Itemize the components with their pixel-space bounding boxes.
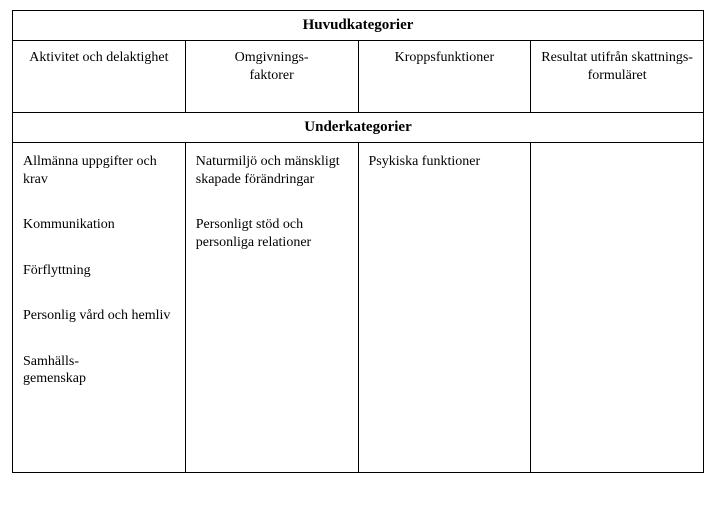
subcategory-list: Naturmiljö och mänskligt skapade förändr… <box>196 153 348 251</box>
subcategory-cell-environment: Naturmiljö och mänskligt skapade förändr… <box>185 143 358 473</box>
list-item: Samhälls-gemenskap <box>23 353 175 388</box>
list-item: Personlig vård och hemliv <box>23 307 175 325</box>
category-table: Huvudkategorier Aktivitet och delaktighe… <box>12 10 704 473</box>
subcategory-cell-body-functions: Psykiska funktioner <box>358 143 531 473</box>
main-categories-header: Huvudkategorier <box>13 11 704 41</box>
list-item: Förflyttning <box>23 262 175 280</box>
list-item: Personligt stöd och personliga relatione… <box>196 216 348 251</box>
subcategory-list: Allmänna uppgifter och krav Kommunikatio… <box>23 153 175 388</box>
list-item: Kommunikation <box>23 216 175 234</box>
column-header-activity: Aktivitet och delaktighet <box>13 41 186 113</box>
list-item: Psykiska funktioner <box>369 153 521 171</box>
column-header-environment: Omgivnings-faktorer <box>185 41 358 113</box>
subcategory-list: Psykiska funktioner <box>369 153 521 171</box>
sub-categories-header: Underkategorier <box>13 113 704 143</box>
column-header-body-functions: Kroppsfunktioner <box>358 41 531 113</box>
list-item: Allmänna uppgifter och krav <box>23 153 175 188</box>
column-header-results: Resultat utifrån skattnings-formuläret <box>531 41 704 113</box>
subcategory-cell-results <box>531 143 704 473</box>
subcategory-cell-activity: Allmänna uppgifter och krav Kommunikatio… <box>13 143 186 473</box>
category-table-wrapper: Huvudkategorier Aktivitet och delaktighe… <box>0 0 716 516</box>
list-item: Naturmiljö och mänskligt skapade förändr… <box>196 153 348 188</box>
